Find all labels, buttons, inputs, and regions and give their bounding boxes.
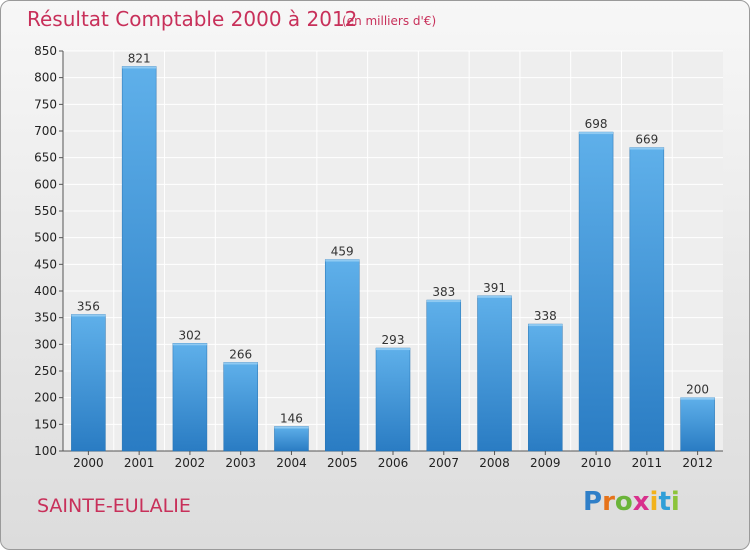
x-tick-label: 2001 xyxy=(124,456,155,470)
proxiti-logo: Proxiti xyxy=(583,487,680,517)
y-tick-label: 350 xyxy=(34,311,57,325)
bar-value-label: 293 xyxy=(382,333,405,347)
y-tick-label: 550 xyxy=(34,204,57,218)
bar-value-label: 821 xyxy=(128,51,151,65)
place-name: SAINTE-EULALIE xyxy=(37,495,191,517)
x-tick-label: 2009 xyxy=(530,456,561,470)
bar-value-label: 459 xyxy=(331,245,354,259)
bar-value-label: 146 xyxy=(280,411,303,425)
y-tick-label: 300 xyxy=(34,337,57,351)
logo-letter: x xyxy=(632,487,650,517)
y-tick-label: 200 xyxy=(34,391,57,405)
bar-value-label: 391 xyxy=(483,281,506,295)
bar xyxy=(426,299,462,452)
bar-top-highlight xyxy=(122,66,157,69)
logo-letter: t xyxy=(658,487,671,517)
y-tick-label: 800 xyxy=(34,71,57,85)
x-tick-label: 2003 xyxy=(225,456,256,470)
x-tick-label: 2005 xyxy=(327,456,358,470)
x-tick-label: 2010 xyxy=(581,456,612,470)
logo-letter: r xyxy=(602,487,615,517)
bar-top-highlight xyxy=(71,314,106,317)
bar xyxy=(375,347,411,452)
bar-value-label: 383 xyxy=(432,285,455,299)
y-tick-label: 500 xyxy=(34,231,57,245)
bar xyxy=(477,295,512,452)
x-tick-label: 2004 xyxy=(276,456,307,470)
bar xyxy=(528,323,563,452)
y-tick-label: 150 xyxy=(34,417,57,431)
x-tick-label: 2012 xyxy=(682,456,713,470)
bar xyxy=(629,147,665,452)
y-tick-label: 700 xyxy=(34,124,57,138)
bar xyxy=(578,131,614,452)
bar-value-label: 302 xyxy=(178,328,201,342)
bar-top-highlight xyxy=(579,132,614,135)
bar-top-highlight xyxy=(223,362,258,365)
bar xyxy=(223,362,258,452)
y-tick-label: 650 xyxy=(34,151,57,165)
logo-letter: P xyxy=(583,487,603,517)
y-tick-label: 450 xyxy=(34,257,57,271)
logo-letter: i xyxy=(670,487,680,517)
bar-top-highlight xyxy=(172,343,207,346)
x-tick-label: 2006 xyxy=(378,456,409,470)
bar-value-label: 266 xyxy=(229,347,252,361)
bar-top-highlight xyxy=(477,295,512,298)
bar xyxy=(121,66,157,452)
y-tick-label: 100 xyxy=(34,444,57,458)
x-tick-label: 2000 xyxy=(73,456,104,470)
y-tick-label: 750 xyxy=(34,97,57,111)
bar xyxy=(274,426,309,452)
y-tick-label: 250 xyxy=(34,364,57,378)
bar-top-highlight xyxy=(680,397,715,400)
logo-letter: o xyxy=(614,487,633,517)
y-tick-label: 400 xyxy=(34,284,57,298)
x-tick-label: 2002 xyxy=(175,456,206,470)
bar-value-label: 338 xyxy=(534,309,557,323)
bar-top-highlight xyxy=(274,426,309,429)
bar-value-label: 200 xyxy=(686,383,709,397)
x-tick-label: 2008 xyxy=(479,456,510,470)
chart-subtitle: (en milliers d'€) xyxy=(342,14,437,28)
bar-top-highlight xyxy=(629,147,664,150)
bar-top-highlight xyxy=(376,348,410,351)
chart-title: Résultat Comptable 2000 à 2012 xyxy=(27,7,358,31)
bar xyxy=(172,343,208,452)
bar-top-highlight xyxy=(528,324,563,327)
bar-value-label: 669 xyxy=(635,133,658,147)
bar-value-label: 698 xyxy=(585,117,608,131)
bar xyxy=(680,397,715,452)
bar-value-label: 356 xyxy=(77,299,100,313)
x-tick-label: 2007 xyxy=(428,456,459,470)
bar xyxy=(324,259,360,452)
bar xyxy=(71,314,106,452)
y-tick-label: 850 xyxy=(34,44,57,58)
bar-top-highlight xyxy=(426,300,461,303)
y-tick-label: 600 xyxy=(34,177,57,191)
x-tick-label: 2011 xyxy=(632,456,663,470)
bar-top-highlight xyxy=(325,259,360,262)
logo-letter: i xyxy=(649,487,659,517)
